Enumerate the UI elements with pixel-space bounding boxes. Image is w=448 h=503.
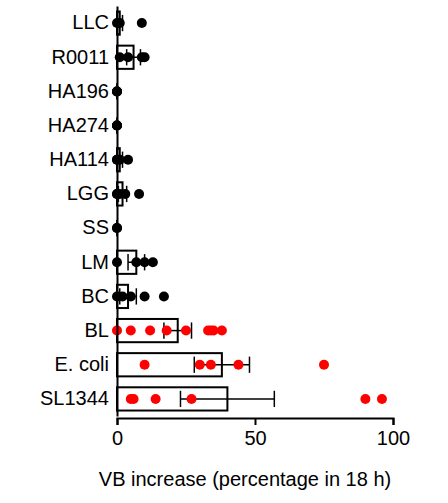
y-axis-line bbox=[117, 7, 119, 417]
point bbox=[137, 18, 147, 28]
category-label: LGG bbox=[67, 182, 109, 204]
point bbox=[126, 326, 136, 336]
y-tick: HA274 bbox=[48, 114, 117, 136]
category-label: E. coli bbox=[55, 353, 109, 375]
x-tick-mark bbox=[117, 418, 119, 425]
x-tick-label: 50 bbox=[244, 427, 266, 449]
point bbox=[129, 394, 139, 404]
category-label: BC bbox=[81, 285, 109, 307]
category-label: SL1344 bbox=[40, 387, 109, 409]
point bbox=[134, 189, 144, 199]
error-cap bbox=[180, 391, 182, 407]
point bbox=[162, 326, 172, 336]
point bbox=[140, 291, 150, 301]
y-tick: SL1344 bbox=[40, 387, 117, 409]
x-tick: 100 bbox=[377, 418, 410, 449]
y-tick: LLC bbox=[72, 11, 117, 33]
error-cap bbox=[249, 357, 251, 373]
y-tick: BC bbox=[81, 285, 117, 307]
category-label: HA196 bbox=[48, 80, 109, 102]
marks bbox=[112, 11, 387, 410]
x-tick-mark bbox=[393, 418, 395, 425]
category-label: HA274 bbox=[48, 114, 109, 136]
y-tick: BL bbox=[85, 319, 117, 341]
error-cap bbox=[274, 391, 276, 407]
category-label: LM bbox=[81, 251, 109, 273]
error-bar bbox=[194, 357, 249, 373]
x-axis: 0 50 100 bbox=[112, 418, 410, 449]
point bbox=[115, 18, 125, 28]
category-label: BL bbox=[85, 319, 109, 341]
chart: 0 50 100 LLC R0011 HA196 HA274 HA114 LGG SS LM BC BL… bbox=[0, 0, 448, 503]
x-tick-label: 100 bbox=[377, 427, 410, 449]
x-tick-label: 0 bbox=[112, 427, 123, 449]
y-tick: SS bbox=[82, 216, 117, 238]
y-tick: HA196 bbox=[48, 80, 117, 102]
point bbox=[140, 52, 150, 62]
x-axis-line bbox=[118, 419, 394, 426]
y-tick: LGG bbox=[67, 182, 117, 204]
x-tick-mark bbox=[255, 418, 257, 425]
x-tick: 0 bbox=[112, 418, 123, 449]
category-label: LLC bbox=[72, 11, 109, 33]
point bbox=[217, 326, 227, 336]
y-tick: HA114 bbox=[49, 148, 117, 170]
bar bbox=[117, 319, 178, 342]
point bbox=[140, 360, 150, 370]
point bbox=[360, 394, 370, 404]
point bbox=[319, 360, 329, 370]
error-bar bbox=[180, 391, 274, 407]
category-label: R0011 bbox=[52, 46, 109, 68]
point bbox=[123, 155, 133, 165]
point bbox=[126, 291, 136, 301]
y-axis: LLC R0011 HA196 HA274 HA114 LGG SS LM BC BL E. col… bbox=[40, 7, 117, 417]
x-axis-title: VB increase (percentage in 18 h) bbox=[99, 468, 391, 490]
point bbox=[120, 189, 130, 199]
point bbox=[145, 326, 155, 336]
point bbox=[206, 360, 216, 370]
point bbox=[159, 291, 169, 301]
bar bbox=[117, 353, 222, 376]
point bbox=[187, 394, 197, 404]
y-tick: LM bbox=[81, 251, 117, 273]
category-label: SS bbox=[82, 216, 109, 238]
point bbox=[377, 394, 387, 404]
category-label: HA114 bbox=[49, 148, 109, 170]
y-tick: E. coli bbox=[55, 353, 117, 375]
x-tick: 50 bbox=[244, 418, 266, 449]
point bbox=[123, 52, 133, 62]
point bbox=[195, 360, 205, 370]
point bbox=[233, 360, 243, 370]
point bbox=[181, 326, 191, 336]
point bbox=[148, 257, 158, 267]
error-cap bbox=[127, 254, 129, 270]
y-tick: R0011 bbox=[52, 46, 117, 68]
point bbox=[151, 394, 161, 404]
